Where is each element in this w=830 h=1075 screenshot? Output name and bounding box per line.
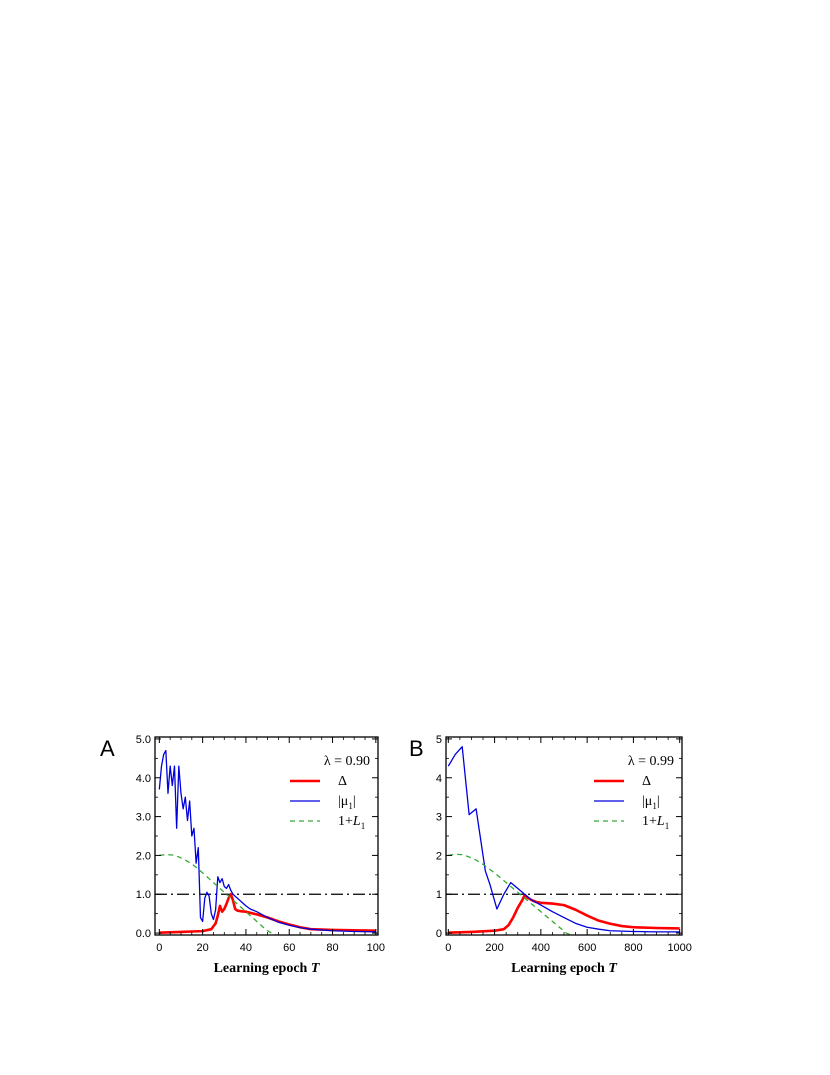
lambda-annotation: λ = 0.99 bbox=[628, 754, 674, 769]
x-tick-label: 200 bbox=[485, 942, 503, 954]
legend-label-part: | bbox=[657, 794, 660, 809]
legend-label-part: |μ bbox=[642, 794, 652, 809]
legend-label-0: Δ bbox=[642, 774, 651, 789]
y-tick-label: 2.0 bbox=[136, 850, 151, 862]
chart-panel-b: B 0 200 400 600 800 1000 0 1 2 3 4 5 Learning epoch T… bbox=[409, 734, 692, 976]
y-tick-label: 1.0 bbox=[136, 889, 151, 901]
series-line-0 bbox=[448, 893, 680, 934]
x-tick-label: 400 bbox=[532, 942, 550, 954]
y-tick-label: 5 bbox=[436, 734, 442, 746]
chart-panel-a: A 0 20 40 60 80 100 0.0 1.0 2.0 3.0 4.0 5.0 Learning … bbox=[100, 734, 385, 976]
x-tick-label: 60 bbox=[283, 942, 295, 954]
x-tick-label: 600 bbox=[578, 942, 596, 954]
legend-label-part: Δ bbox=[642, 774, 651, 789]
series-line-1 bbox=[447, 746, 680, 933]
legend-label-part: 1+ bbox=[642, 814, 657, 829]
x-tick-label: 20 bbox=[197, 942, 209, 954]
x-tick-label: 40 bbox=[240, 942, 252, 954]
panel-letter: B bbox=[409, 736, 424, 761]
legend-label-2: 1+L1 bbox=[338, 814, 365, 831]
series-line-2 bbox=[448, 853, 572, 935]
legend-label-part: 1 bbox=[652, 801, 657, 811]
legend-label-part: |μ bbox=[338, 794, 348, 809]
y-tick-label: 1 bbox=[436, 889, 442, 901]
y-tick-label: 3.0 bbox=[136, 812, 151, 824]
legend-label-part: L bbox=[656, 814, 665, 829]
lambda-annotation: λ = 0.90 bbox=[324, 754, 370, 769]
x-tick-label: 800 bbox=[624, 942, 642, 954]
legend-label-part: | bbox=[353, 794, 356, 809]
x-tick-label: 80 bbox=[326, 942, 338, 954]
legend-label-part: 1 bbox=[665, 821, 670, 831]
series-line-0 bbox=[159, 892, 376, 934]
x-tick-label: 100 bbox=[367, 942, 385, 954]
panel-letter: A bbox=[100, 736, 115, 761]
series-line-1 bbox=[158, 749, 376, 933]
x-axis-variable: T bbox=[311, 961, 321, 976]
legend-label-1: |μ1| bbox=[338, 794, 356, 811]
legend-label-1: |μ1| bbox=[642, 794, 660, 811]
legend-label-2: 1+L1 bbox=[642, 814, 669, 831]
y-tick-label: 5.0 bbox=[136, 734, 151, 746]
y-tick-label: 4 bbox=[436, 773, 442, 785]
legend-label-part: L bbox=[352, 814, 361, 829]
y-tick-label: 2 bbox=[436, 850, 442, 862]
y-tick-label: 0.0 bbox=[136, 928, 151, 940]
legend-label-part: 1 bbox=[348, 801, 353, 811]
x-tick-label: 1000 bbox=[667, 942, 691, 954]
x-axis-title: Learning epoch T bbox=[214, 961, 321, 976]
y-tick-label: 3 bbox=[436, 812, 442, 824]
legend-label-0: Δ bbox=[338, 774, 347, 789]
legend-label-part: 1 bbox=[361, 821, 366, 831]
legend-label-part: Δ bbox=[338, 774, 347, 789]
y-tick-label: 4.0 bbox=[136, 773, 151, 785]
x-axis-variable: T bbox=[608, 961, 618, 976]
x-axis-title: Learning epoch T bbox=[511, 961, 618, 976]
y-tick-label: 0 bbox=[436, 928, 442, 940]
legend-label-part: 1+ bbox=[338, 814, 353, 829]
x-tick-label: 0 bbox=[445, 942, 451, 954]
x-tick-label: 0 bbox=[156, 942, 162, 954]
series-line-2 bbox=[159, 853, 277, 935]
